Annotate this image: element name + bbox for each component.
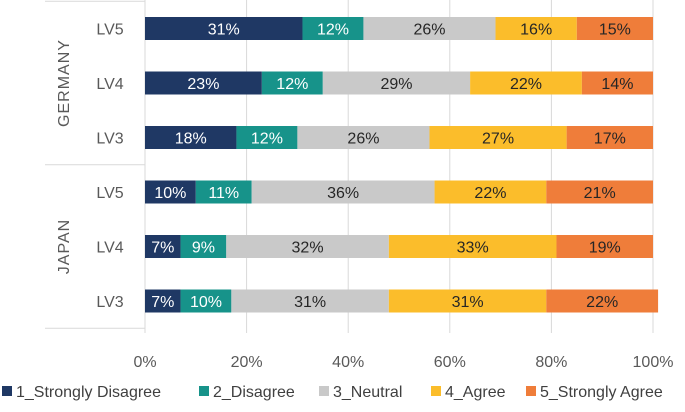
bar-segment [145,289,181,313]
data-label: 31% [208,22,240,39]
bar-segment [180,235,227,258]
legend-label: 2_Disagree [213,384,295,401]
bar-segment [470,71,582,95]
legend-swatch [2,386,12,396]
data-label: 9% [192,240,215,257]
bar-segment [388,235,557,258]
group-label: JAPAN [56,219,73,274]
data-label: 12% [276,76,308,93]
legend: 1_Strongly Disagree 2_Disagree 3_Neutral 4_… [2,384,663,401]
data-label: 18% [175,131,207,148]
data-label: 31% [294,294,326,311]
data-label: 15% [599,22,631,39]
bar-segment [231,289,389,313]
data-label: 12% [317,22,349,39]
x-tick-label: 0% [133,354,156,371]
bar-segment [581,71,653,95]
group-label: GERMANY [56,39,73,127]
category-label: LV4 [96,76,123,93]
bar-segment [226,235,389,258]
category-label: LV3 [96,294,123,311]
legend-swatch [319,386,329,396]
bar-segment [302,17,364,40]
bar-segment [145,126,237,149]
bar-segment [546,180,653,204]
bar-segment [180,289,232,313]
bar-segment [145,71,262,95]
data-label: 31% [452,294,484,311]
legend-label: 3_Neutral [333,384,402,401]
x-tick-label: 20% [231,354,263,371]
bar-segment [251,180,435,204]
data-label: 11% [208,185,239,202]
data-label: 21% [584,185,616,202]
data-label: 22% [586,294,618,311]
data-label: 17% [594,131,626,148]
x-tick-label: 40% [332,354,364,371]
legend-swatch [431,386,441,396]
bar-segment [388,289,547,313]
legend-swatch [199,386,209,396]
bar-segment [261,71,323,95]
bar-segment [566,126,653,149]
x-axis-ticks: 0% 20% 40% 60% 80% 100% [133,354,673,371]
bar-segment [145,17,303,40]
category-label: LV4 [96,240,123,257]
bar-segment [576,17,653,40]
x-tick-label: 80% [535,354,567,371]
legend-swatch [526,386,536,396]
data-label: 36% [327,185,359,202]
bar-segment [145,180,196,204]
data-label: 7% [151,294,174,311]
data-label: 27% [482,131,514,148]
data-label: 19% [589,240,621,257]
legend-label: 4_Agree [445,384,506,401]
x-tick-label: 60% [434,354,466,371]
bar-segment [145,235,181,258]
data-label: 32% [292,240,324,257]
data-label: 26% [347,131,379,148]
bars: 31% 12% 26% 16% 15% 23% 12% 29% 22% 14% 18% 12% 26% 2… [145,17,659,313]
bar-segment [236,126,298,149]
bar-segment [434,180,547,204]
data-label: 7% [151,240,174,257]
bar-segment [363,17,496,40]
data-label: 10% [190,294,222,311]
data-label: 33% [457,240,489,257]
data-label: 10% [154,185,186,202]
gridlines [144,0,654,333]
data-label: 29% [380,76,412,93]
data-label: 16% [520,22,552,39]
data-label: 23% [187,76,219,93]
data-label: 22% [510,76,542,93]
bar-segment [495,17,577,40]
category-label: LV5 [96,22,123,39]
bar-segment [429,126,567,149]
bar-segment [297,126,430,149]
x-tick-label: 100% [633,354,674,371]
bar-segment [322,71,471,95]
bar-segment [546,289,659,313]
legend-label: 1_Strongly Disagree [16,384,161,401]
bar-segment [556,235,653,258]
category-label: LV5 [96,185,123,202]
data-label: 14% [601,76,633,93]
bar-segment [195,180,252,204]
category-axis: LV5 LV4 LV3 GERMANY LV5 LV4 LV3 JAPAN [45,0,146,333]
data-label: 26% [413,22,445,39]
data-label: 12% [251,131,283,148]
category-label: LV3 [96,131,123,148]
legend-label: 5_Strongly Agree [540,384,663,401]
data-label: 22% [474,185,506,202]
